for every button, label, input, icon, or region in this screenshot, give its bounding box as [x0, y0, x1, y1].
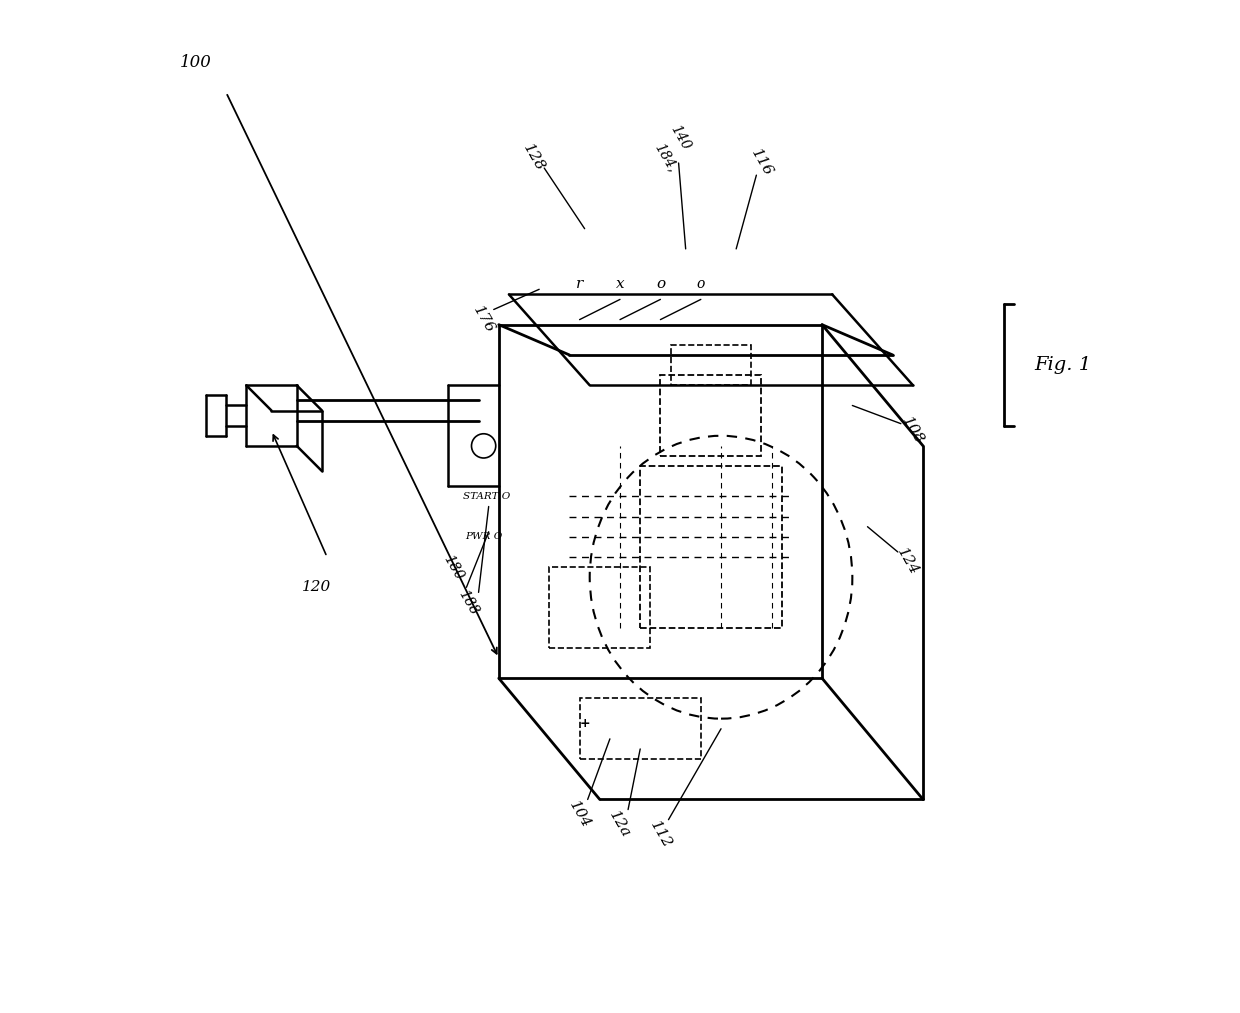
Text: o: o	[697, 278, 706, 292]
Text: r: r	[575, 278, 583, 292]
Text: 184,: 184,	[652, 141, 680, 175]
Text: 100: 100	[180, 54, 212, 71]
Text: 12a: 12a	[606, 808, 634, 841]
Text: 180: 180	[440, 552, 466, 582]
Text: START O: START O	[463, 492, 511, 500]
Text: o: o	[656, 278, 665, 292]
Text: 188: 188	[456, 588, 481, 618]
Text: 120: 120	[303, 580, 331, 595]
Text: PWR O: PWR O	[465, 532, 502, 541]
Text: 108: 108	[899, 414, 926, 447]
Text: 176: 176	[470, 304, 497, 335]
Text: x: x	[616, 278, 624, 292]
Text: +: +	[579, 717, 590, 730]
Text: 104: 104	[567, 798, 593, 831]
Text: 128: 128	[521, 142, 548, 174]
Text: 124: 124	[894, 546, 921, 578]
Text: 112: 112	[647, 819, 673, 851]
Text: 116: 116	[748, 147, 775, 179]
Text: 140: 140	[668, 123, 693, 153]
Text: Fig. 1: Fig. 1	[1034, 356, 1091, 374]
